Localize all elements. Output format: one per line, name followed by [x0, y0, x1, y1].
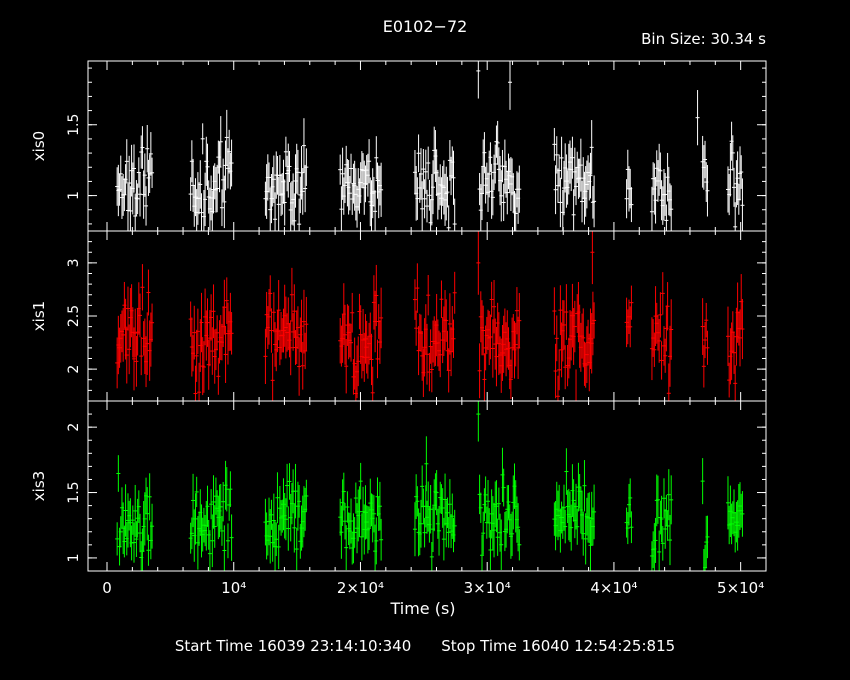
xis0-ylabel: xis0: [30, 131, 48, 161]
xis3-ytick-label: 1: [66, 553, 82, 562]
xtick-label: 5×10⁴: [717, 579, 764, 597]
xis1-ytick-label: 3: [66, 258, 82, 267]
xis3-ylabel: xis3: [30, 471, 48, 501]
xis0-ytick-label: 1: [66, 191, 82, 200]
start-time-label: Start Time 16039 23:14:10:340: [174, 637, 412, 655]
xis1-ylabel: xis1: [30, 301, 48, 331]
xis1-points: [115, 231, 745, 401]
time-footer: Start Time 16039 23:14:10:340 Stop Time 1…: [0, 637, 850, 655]
xis1-ytick-label: 2: [66, 365, 82, 374]
chart-title: E0102−72: [382, 17, 468, 36]
panels-layer: 1 1.5 xis0 2 2.5 3 xis1 1 1.5 2 xis3: [30, 60, 767, 572]
xtick-label: 4×10⁴: [590, 579, 637, 597]
panel-xis3: 1 1.5 2 xis3: [30, 400, 767, 572]
bin-size-label: Bin Size: 30.34 s: [641, 30, 766, 48]
panel-xis0: 1 1.5 xis0: [30, 60, 767, 232]
xis3-frame: [87, 400, 767, 572]
xtick-label: 3×10⁴: [464, 579, 511, 597]
xis3-points: [115, 401, 745, 571]
xtick-label: 0: [102, 579, 112, 597]
xtick-label: 10⁴: [221, 579, 246, 597]
stop-time-label: Stop Time 16040 12:54:25:815: [441, 637, 676, 655]
xis0-points: [115, 61, 745, 231]
panel-xis1: 2 2.5 3 xis1: [30, 230, 767, 402]
xis3-ytick-label: 2: [66, 423, 82, 432]
xis0-ytick-label: 1.5: [66, 114, 82, 136]
x-axis: 0 10⁴ 2×10⁴ 3×10⁴ 4×10⁴ 5×10⁴ Time (s): [102, 579, 764, 618]
xis1-ytick-label: 2.5: [66, 305, 82, 327]
xis3-ytick-label: 1.5: [66, 481, 82, 503]
xtick-label: 2×10⁴: [337, 579, 384, 597]
x-axis-label: Time (s): [389, 599, 455, 618]
